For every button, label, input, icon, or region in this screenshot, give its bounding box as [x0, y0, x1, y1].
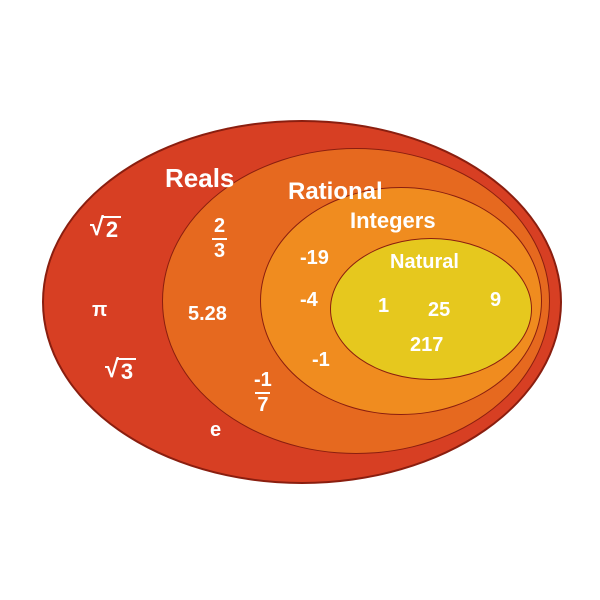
example-value: 1 — [378, 296, 389, 316]
number-sets-diagram: Reals√2π√3eRational235.28-17Integers-19-… — [0, 0, 600, 600]
example-value: -19 — [300, 248, 329, 268]
example-value: 5.28 — [188, 304, 227, 324]
set-title-rational: Rational — [288, 180, 383, 204]
example-value: 217 — [410, 335, 443, 355]
example-value: e — [210, 420, 221, 440]
example-radical: √2 — [90, 216, 121, 241]
example-radical: √3 — [105, 358, 136, 383]
set-title-reals: Reals — [165, 165, 234, 191]
example-fraction: 23 — [212, 216, 227, 262]
set-title-natural: Natural — [390, 252, 459, 272]
example-value: 9 — [490, 290, 501, 310]
example-value: -1 — [312, 350, 330, 370]
example-value: 25 — [428, 300, 450, 320]
set-title-integers: Integers — [350, 210, 436, 232]
example-value: -4 — [300, 290, 318, 310]
example-fraction: -17 — [252, 370, 274, 416]
example-value: π — [92, 300, 107, 320]
